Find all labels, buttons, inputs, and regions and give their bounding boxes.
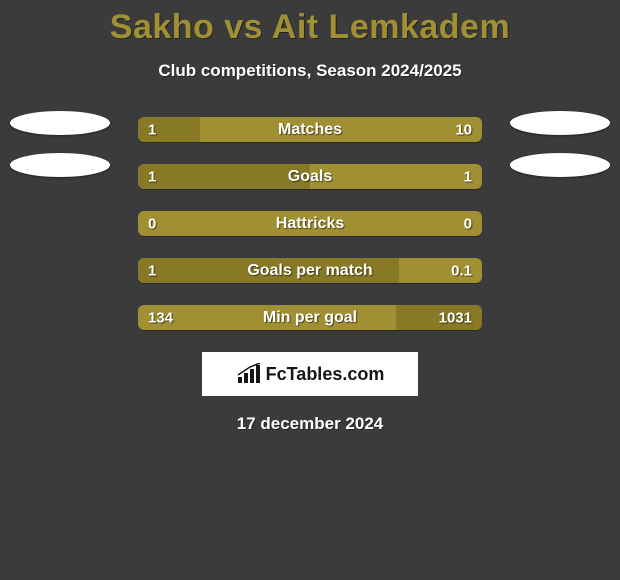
- stat-value-left: 134: [148, 309, 173, 326]
- stat-value-left: 1: [148, 121, 156, 138]
- page-title: Sakho vs Ait Lemkadem: [0, 0, 620, 47]
- avatar: [10, 111, 110, 135]
- avatar: [10, 153, 110, 177]
- avatar: [510, 153, 610, 177]
- stat-value-right: 0: [464, 215, 472, 232]
- stat-bars: 1Matches101Goals10Hattricks01Goals per m…: [138, 117, 482, 330]
- stat-row: 1 Goals per match 0.1: [138, 258, 482, 283]
- stat-label: Goals: [288, 168, 332, 186]
- stat-row: 134 Min per goal 1031: [138, 305, 482, 330]
- stat-label: Matches: [278, 121, 342, 139]
- stat-value-right: 0.1: [451, 262, 472, 279]
- comparison-card: Sakho vs Ait Lemkadem Club competitions,…: [0, 0, 620, 580]
- stat-row: 1 Matches 10: [138, 117, 482, 142]
- stat-value-left: 1: [148, 262, 156, 279]
- stat-value-right: 10: [455, 121, 472, 138]
- subtitle: Club competitions, Season 2024/2025: [0, 61, 620, 81]
- player-right-avatars: [510, 111, 610, 177]
- player-left-avatars: [10, 111, 110, 177]
- brand-label: FcTables.com: [266, 364, 385, 385]
- stat-value-right: 1: [464, 168, 472, 185]
- stat-row: 1 Goals 1: [138, 164, 482, 189]
- stat-label: Hattricks: [276, 215, 344, 233]
- stat-value-left: 0: [148, 215, 156, 232]
- stats-area: 1Matches101Goals10Hattricks01Goals per m…: [0, 117, 620, 330]
- stat-fill-left: [138, 164, 310, 189]
- stat-label: Min per goal: [263, 309, 357, 327]
- stat-value-left: 1: [148, 168, 156, 185]
- date-label: 17 december 2024: [0, 414, 620, 434]
- avatar: [510, 111, 610, 135]
- brand-chart-icon: [236, 363, 262, 385]
- brand-box[interactable]: FcTables.com: [202, 352, 418, 396]
- stat-label: Goals per match: [247, 262, 372, 280]
- stat-row: 0 Hattricks 0: [138, 211, 482, 236]
- stat-value-right: 1031: [439, 309, 472, 326]
